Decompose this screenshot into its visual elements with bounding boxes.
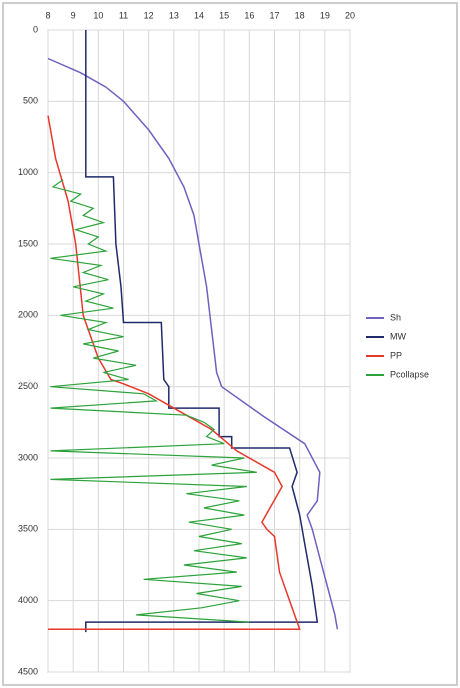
x-tick-label: 11 xyxy=(119,10,128,20)
legend-label: MW xyxy=(390,331,406,341)
x-tick-label: 18 xyxy=(295,10,305,20)
y-tick-label: 500 xyxy=(23,96,38,106)
y-tick-label: 0 xyxy=(33,24,38,34)
series-line xyxy=(47,57,339,630)
x-tick-label: 12 xyxy=(144,10,154,20)
x-tick-label: 9 xyxy=(71,10,76,20)
x-tick-label: 13 xyxy=(169,10,179,20)
y-tick-label: 4000 xyxy=(18,595,38,605)
series-line xyxy=(50,179,257,623)
x-tick-label: 20 xyxy=(345,10,355,20)
x-tick-label: 8 xyxy=(45,10,50,20)
x-tick-label: 17 xyxy=(269,10,279,20)
y-tick-label: 1000 xyxy=(18,167,38,177)
y-tick-label: 1500 xyxy=(18,238,38,248)
x-tick-label: 15 xyxy=(219,10,229,20)
y-tick-label: 3000 xyxy=(18,452,38,462)
y-tick-label: 3500 xyxy=(18,524,38,534)
y-tick-label: 4500 xyxy=(18,666,38,676)
legend-label: PP xyxy=(390,350,402,360)
legend-label: Pcollapse xyxy=(390,369,429,379)
x-tick-label: 10 xyxy=(93,10,103,20)
legend-label: Sh xyxy=(390,312,401,322)
y-tick-label: 2000 xyxy=(18,310,38,320)
x-tick-label: 14 xyxy=(194,10,204,20)
x-tick-label: 16 xyxy=(244,10,254,20)
series-line xyxy=(47,115,301,630)
y-tick-label: 2500 xyxy=(18,381,38,391)
x-tick-label: 19 xyxy=(320,10,330,20)
